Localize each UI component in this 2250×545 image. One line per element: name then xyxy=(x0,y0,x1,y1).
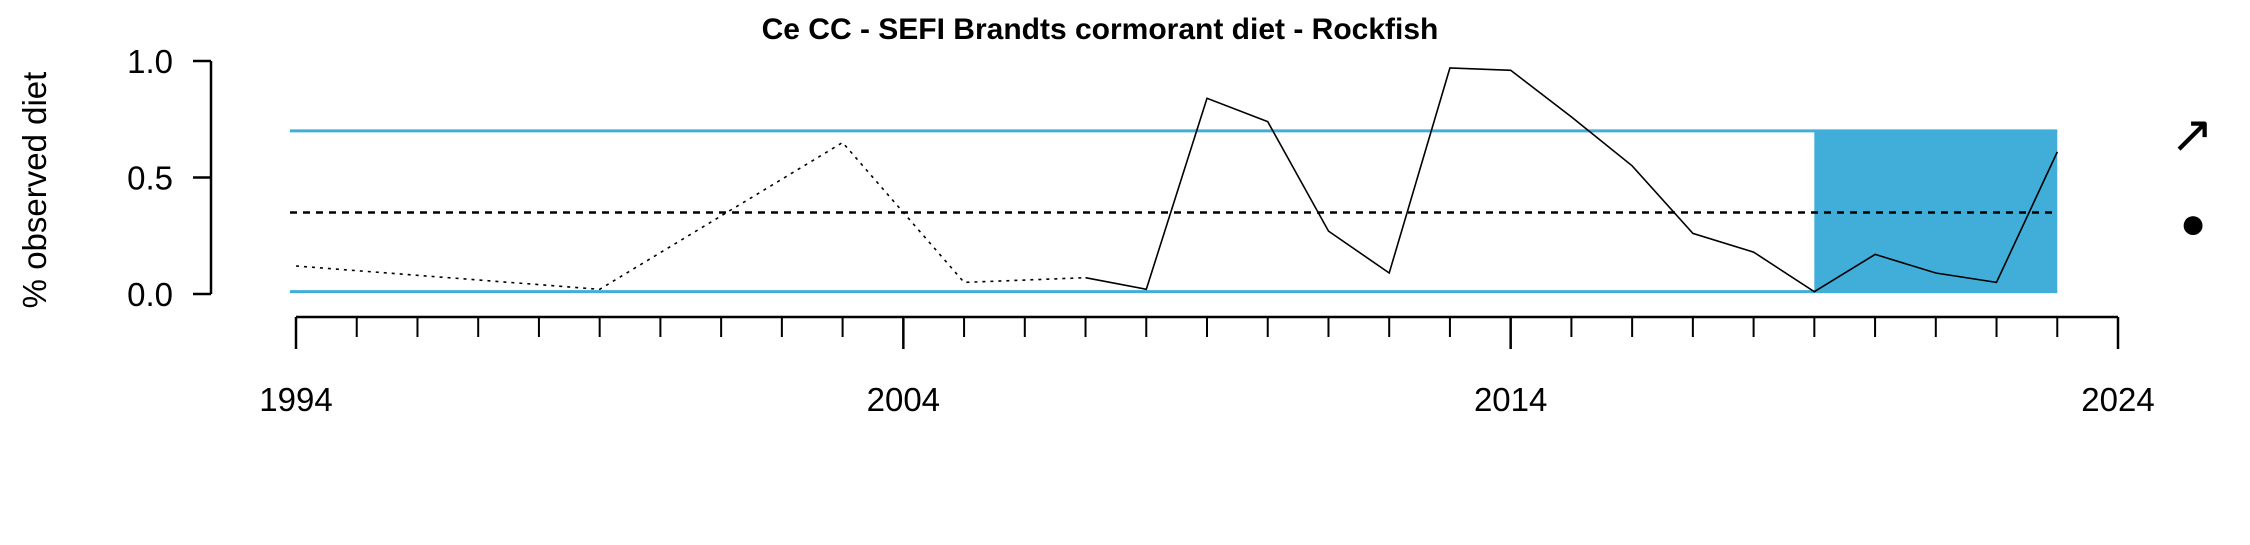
y-axis-label: % observed diet xyxy=(16,72,53,309)
trend-arrow-icon: ↗ xyxy=(2170,106,2214,164)
series-line-dotted xyxy=(295,141,1086,291)
series-layer xyxy=(295,67,2059,293)
x-tick-label: 2014 xyxy=(1474,381,1547,418)
x-tick-label: 1994 xyxy=(259,381,332,418)
y-tick-label: 0.5 xyxy=(127,160,173,197)
mean-indicator-icon: ● xyxy=(2180,199,2207,248)
series-line-solid xyxy=(1085,67,2059,293)
reference-lines-layer xyxy=(290,129,2058,294)
x-tick-label: 2004 xyxy=(867,381,940,418)
axes-layer: 0.0 0.5 1.0 1994 2004 2014 2024 xyxy=(127,43,2155,418)
x-tick-label: 2024 xyxy=(2081,381,2154,418)
indicators-layer: ↗ ● xyxy=(2170,106,2214,248)
chart-title: Ce CC - SEFI Brandts cormorant diet - Ro… xyxy=(762,13,1439,46)
y-tick-label: 0.0 xyxy=(127,276,173,313)
y-tick-label: 1.0 xyxy=(127,43,173,80)
